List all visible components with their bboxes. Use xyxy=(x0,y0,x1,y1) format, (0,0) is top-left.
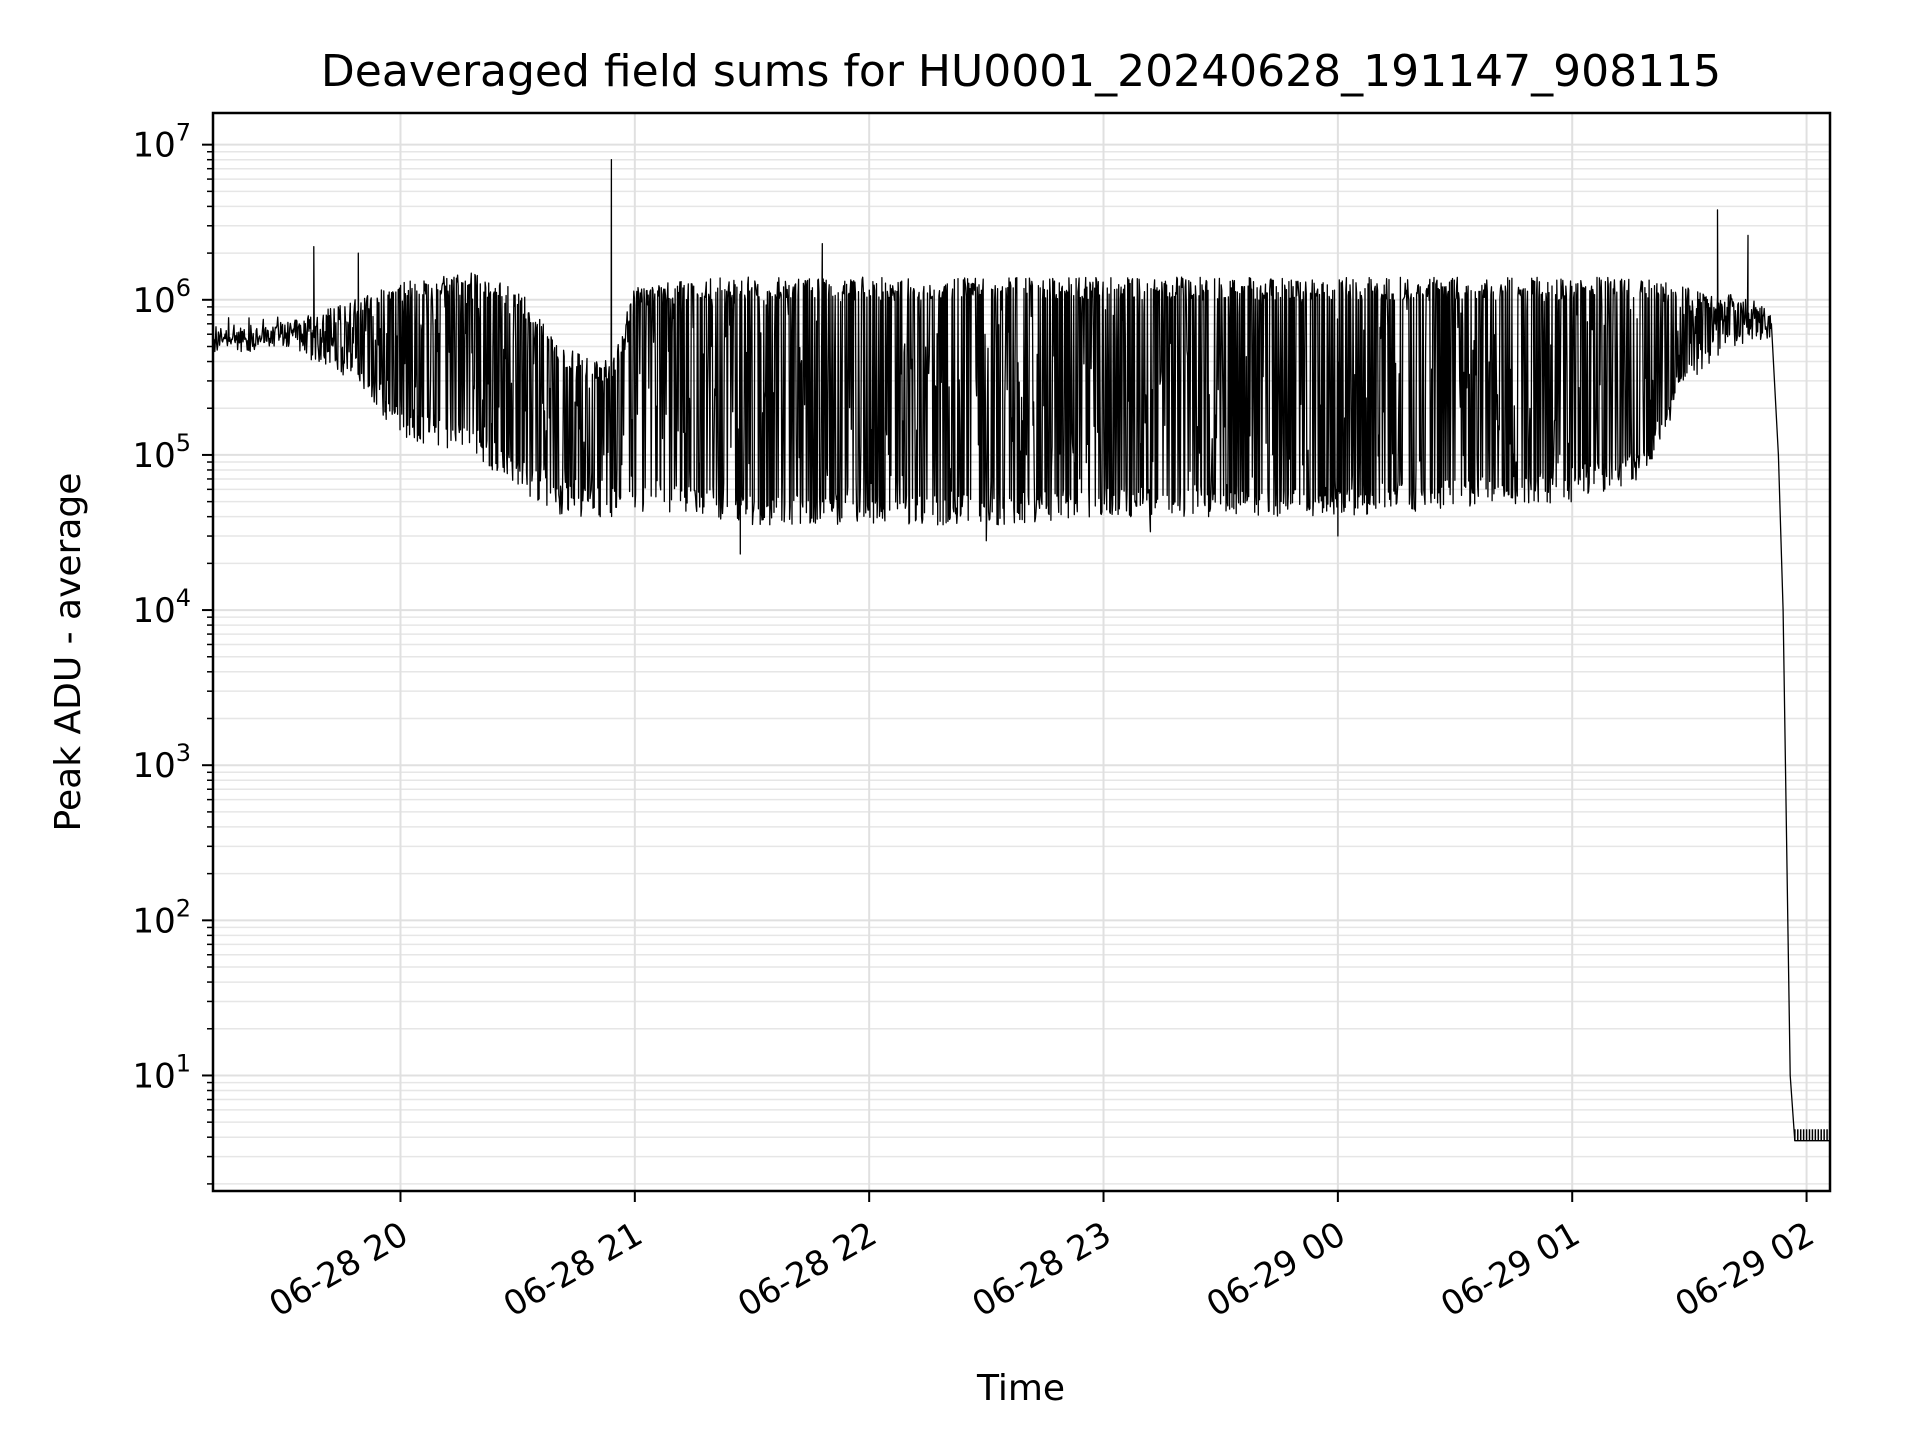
y-tick-label: 106 xyxy=(132,274,191,321)
y-tick-label: 107 xyxy=(132,119,191,166)
y-axis: 101 102 103 104 105 106 107 xyxy=(132,119,213,1185)
y-tick-label: 102 xyxy=(132,894,191,941)
y-tick-label: 105 xyxy=(132,429,191,476)
y-tick-label: 101 xyxy=(132,1049,191,1096)
chart-title: Deaveraged field sums for HU0001_2024062… xyxy=(321,46,1721,97)
x-axis-label: Time xyxy=(976,1368,1065,1409)
plot-frame xyxy=(211,111,1832,1193)
y-tick-label: 103 xyxy=(132,739,191,786)
y-tick-label: 104 xyxy=(132,584,191,631)
y-axis-label: Peak ADU - average xyxy=(48,473,89,832)
series-line xyxy=(212,159,1830,1142)
